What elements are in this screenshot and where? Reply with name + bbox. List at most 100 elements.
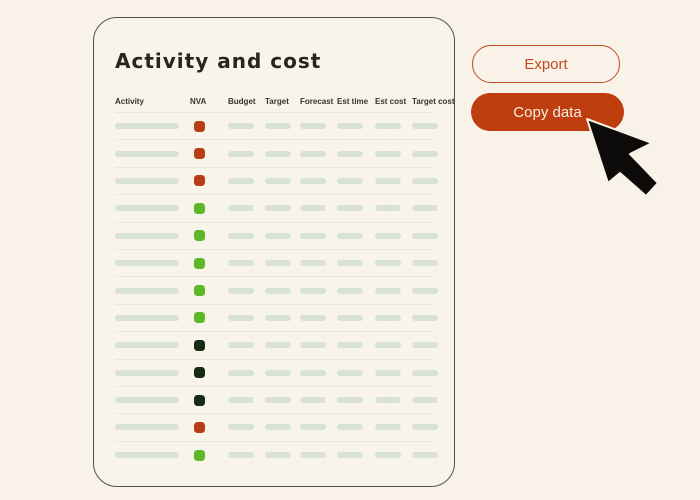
table-cell [115, 424, 190, 431]
table-cell [265, 424, 300, 431]
column-header: Est time [337, 97, 369, 106]
table-cell [337, 369, 375, 376]
activity-skeleton-bar [115, 123, 179, 130]
table-cell [228, 177, 265, 184]
table-cell [190, 175, 228, 187]
value-skeleton-bar [337, 232, 363, 239]
activity-skeleton-bar [115, 205, 179, 212]
table-cell [115, 342, 190, 349]
table-cell [115, 232, 190, 239]
nva-status-green-icon [194, 312, 205, 324]
table-row [115, 250, 438, 278]
table-cell [375, 342, 412, 349]
activity-skeleton-bar [115, 424, 179, 431]
activity-skeleton-bar [115, 150, 179, 157]
nva-status-green-icon [194, 257, 205, 269]
table-cell [228, 397, 265, 404]
value-skeleton-bar [228, 342, 254, 349]
table-cell [337, 397, 375, 404]
value-skeleton-bar [228, 177, 254, 184]
value-skeleton-bar [300, 150, 326, 157]
table-row [115, 414, 438, 442]
table-cell [337, 232, 375, 239]
value-skeleton-bar [412, 232, 438, 239]
value-skeleton-bar [300, 177, 326, 184]
table-cell [300, 369, 337, 376]
table-cell [228, 260, 265, 267]
value-skeleton-bar [337, 397, 363, 404]
value-skeleton-bar [300, 260, 326, 267]
table-cell [190, 339, 228, 351]
value-skeleton-bar [337, 424, 363, 431]
value-skeleton-bar [375, 397, 401, 404]
table-cell [412, 452, 438, 459]
table-cell [337, 452, 375, 459]
value-skeleton-bar [228, 424, 254, 431]
table-cell [412, 314, 438, 321]
table-row [115, 195, 438, 223]
value-skeleton-bar [375, 369, 401, 376]
column-header: NVA [190, 97, 207, 106]
table-cell [412, 424, 438, 431]
value-skeleton-bar [375, 452, 401, 459]
copy-data-button[interactable]: Copy data [471, 93, 624, 131]
table-row [115, 305, 438, 333]
table-cell [300, 314, 337, 321]
nva-status-red-icon [194, 148, 205, 160]
value-skeleton-bar [228, 205, 254, 212]
value-skeleton-bar [412, 424, 438, 431]
column-header: Target cost [412, 97, 455, 106]
value-skeleton-bar [228, 314, 254, 321]
value-skeleton-bar [412, 150, 438, 157]
value-skeleton-bar [337, 150, 363, 157]
value-skeleton-bar [300, 205, 326, 212]
activity-skeleton-bar [115, 287, 179, 294]
table-cell [265, 397, 300, 404]
table-cell [337, 314, 375, 321]
value-skeleton-bar [412, 123, 438, 130]
value-skeleton-bar [337, 260, 363, 267]
value-skeleton-bar [337, 342, 363, 349]
table-cell [337, 177, 375, 184]
table-row [115, 113, 438, 141]
table-cell [115, 314, 190, 321]
table-cell [375, 232, 412, 239]
table-row [115, 140, 438, 168]
table-cell [115, 369, 190, 376]
value-skeleton-bar [412, 397, 438, 404]
table-cell [300, 260, 337, 267]
value-skeleton-bar [228, 369, 254, 376]
table-cell [300, 397, 337, 404]
table-cell [337, 123, 375, 130]
table-cell [375, 177, 412, 184]
column-header: Target [265, 97, 289, 106]
export-button[interactable]: Export [472, 45, 620, 83]
table-cell [412, 397, 438, 404]
value-skeleton-bar [265, 369, 291, 376]
table-body [115, 113, 438, 469]
value-skeleton-bar [265, 205, 291, 212]
value-skeleton-bar [265, 314, 291, 321]
table-cell [412, 260, 438, 267]
table-cell [190, 367, 228, 379]
table-cell [190, 148, 228, 160]
table-cell [375, 123, 412, 130]
value-skeleton-bar [265, 424, 291, 431]
value-skeleton-bar [300, 424, 326, 431]
value-skeleton-bar [337, 205, 363, 212]
table-cell [375, 287, 412, 294]
table-cell [375, 452, 412, 459]
table-cell [265, 177, 300, 184]
value-skeleton-bar [375, 177, 401, 184]
table-cell [115, 452, 190, 459]
activity-skeleton-bar [115, 452, 179, 459]
table-cell [375, 314, 412, 321]
table-cell [337, 205, 375, 212]
value-skeleton-bar [265, 452, 291, 459]
value-skeleton-bar [265, 177, 291, 184]
value-skeleton-bar [265, 397, 291, 404]
value-skeleton-bar [265, 123, 291, 130]
nva-status-dark-icon [194, 339, 205, 351]
table-cell [190, 202, 228, 214]
table-cell [190, 421, 228, 433]
